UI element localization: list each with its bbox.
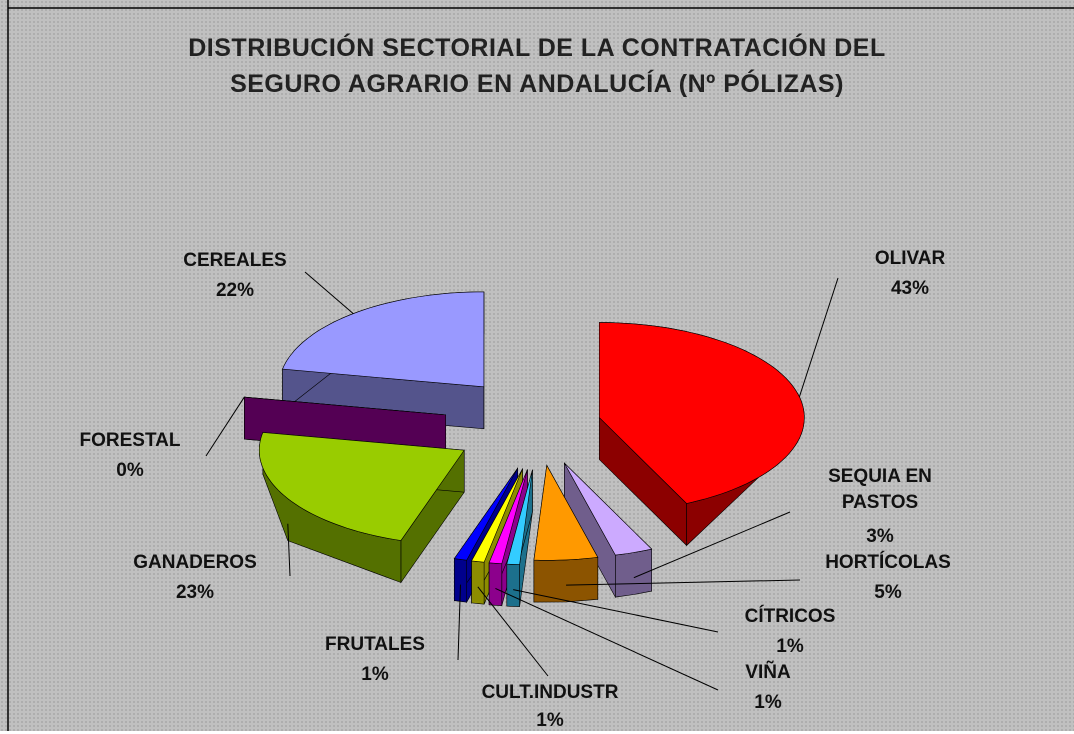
slice-label: VIÑA [745, 662, 791, 683]
slice [598, 322, 805, 547]
slice-face [488, 469, 528, 565]
slice-face [488, 562, 503, 607]
value-label: 23% [175, 582, 215, 603]
slice [259, 432, 465, 584]
slice-label: OLIVAR [874, 248, 946, 269]
value-label: 0% [116, 460, 144, 481]
slice-label: FRUTALES [325, 634, 425, 655]
slice-face [471, 468, 523, 563]
slice [564, 461, 653, 599]
value-label: 43% [890, 278, 930, 299]
slice [506, 469, 533, 607]
slice-face [471, 560, 485, 605]
value-label: 22% [215, 280, 255, 301]
chart-title: SEGURO AGRARIO EN ANDALUCÍA (Nº PÓLIZAS) [230, 70, 844, 98]
slice-label: CEREALES [183, 250, 287, 271]
slice-face [453, 468, 518, 561]
leader-line [457, 584, 461, 661]
slice-face [564, 462, 653, 556]
leader-line [633, 511, 791, 579]
slice-face [533, 464, 599, 561]
slice-label: CULT.INDUSTR [481, 682, 619, 703]
slice-label: CÍTRICOS [744, 606, 836, 627]
slice-face [259, 432, 465, 541]
value-label: 3% [866, 526, 894, 547]
leader-line [513, 589, 719, 633]
slice-label: FORESTAL [79, 430, 181, 451]
slice-label: SEQUIA EN PASTOS [828, 466, 932, 513]
chart-title: DISTRIBUCIÓN SECTORIAL DE LA CONTRATACIÓ… [188, 34, 886, 62]
leader-line [495, 588, 719, 691]
slice-face [615, 548, 652, 598]
slice-label: HORTÍCOLAS [825, 552, 951, 573]
value-label: 1% [536, 710, 564, 731]
leader-line [287, 523, 291, 577]
value-label: 1% [361, 664, 389, 685]
leader-line [798, 277, 839, 397]
value-label: 1% [776, 636, 804, 657]
leader-line [304, 271, 354, 315]
leader-line [205, 396, 245, 457]
leader-line [566, 579, 801, 586]
slice-face [506, 563, 520, 607]
slice [533, 464, 599, 603]
leader-line [477, 586, 549, 677]
slice-label: GANADEROS [133, 552, 257, 573]
slice-face [506, 469, 533, 565]
value-label: 1% [754, 692, 782, 713]
value-label: 5% [874, 582, 902, 603]
